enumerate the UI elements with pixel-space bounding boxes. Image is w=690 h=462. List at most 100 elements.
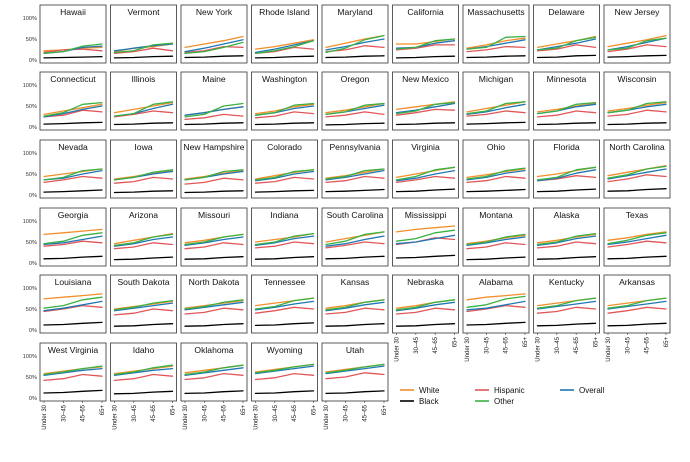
series-line-other	[395, 166, 456, 181]
series-line-white	[43, 103, 103, 116]
series-line-hispanic	[184, 242, 244, 250]
panel-title: North Carolina	[609, 142, 665, 152]
series-line-hispanic	[607, 306, 667, 314]
panel-maine: Maine	[180, 71, 248, 131]
panel-title: Colorado	[267, 142, 302, 152]
panel-title: Massachusetts	[467, 7, 524, 17]
series-line-hispanic	[607, 44, 667, 53]
series-line-black	[395, 254, 456, 259]
panel-massachusetts: Massachusetts	[462, 4, 530, 64]
panel-arkansas: Arkansas	[603, 274, 671, 334]
x-tick-label-45-65: 45–65	[433, 336, 439, 353]
panel-frame	[180, 207, 248, 267]
series-line-overall	[466, 103, 526, 116]
x-tick-label-under-30: Under 30	[113, 404, 119, 429]
series-line-black	[395, 323, 456, 327]
x-tick-label-30-45: 30–45	[555, 336, 561, 353]
panel-title: North Dakota	[189, 277, 240, 287]
series-line-black	[113, 55, 174, 59]
panel-title: Ohio	[487, 142, 505, 152]
panel-frame	[392, 4, 459, 64]
series-line-overall	[466, 169, 526, 181]
series-line-other	[607, 37, 667, 51]
series-line-black	[607, 322, 667, 327]
x-tick-label-65: 65+	[171, 405, 177, 416]
panel-title: Kansas	[341, 277, 370, 287]
panel-title: Alabama	[479, 277, 513, 287]
series-line-other	[113, 233, 174, 247]
x-tick-label-65: 65+	[312, 405, 318, 416]
panel-frame	[462, 207, 530, 267]
series-line-other	[184, 299, 244, 310]
panel-title: Oregon	[341, 74, 370, 84]
series-line-other	[113, 101, 174, 117]
series-line-white	[607, 34, 667, 48]
series-line-other	[254, 297, 315, 310]
series-line-black	[607, 54, 667, 58]
series-line-overall	[254, 365, 315, 375]
series-line-other	[607, 232, 667, 245]
series-line-black	[43, 121, 103, 125]
series-line-other	[395, 229, 456, 242]
y-tick-label-row3-50: 50%	[26, 172, 37, 178]
x-tick-label-30-45: 30–45	[273, 404, 279, 421]
series-line-overall	[536, 235, 597, 247]
series-line-hispanic	[536, 110, 597, 118]
y-tick-label-row1-100: 100%	[23, 16, 37, 22]
series-line-hispanic	[184, 45, 244, 54]
series-line-hispanic	[395, 108, 456, 116]
series-line-black	[325, 55, 385, 59]
y-tick-label-row1-50: 50%	[26, 37, 37, 43]
panel-title: Utah	[346, 345, 364, 355]
series-line-hispanic	[254, 111, 315, 119]
panel-indiana: Indiana	[251, 207, 318, 267]
series-line-black	[254, 55, 315, 59]
panel-title: Tennessee	[264, 277, 306, 287]
series-line-black	[536, 122, 597, 126]
panel-title: Idaho	[133, 345, 155, 355]
series-line-black	[113, 256, 174, 261]
series-line-overall	[325, 301, 385, 312]
series-line-hispanic	[536, 306, 597, 314]
panel-delaware: Delaware	[533, 4, 600, 64]
x-tick-label-65: 65+	[523, 337, 529, 348]
series-line-hispanic	[466, 242, 526, 250]
series-line-overall	[607, 234, 667, 246]
panel-title: Pennsylvania	[329, 142, 380, 152]
series-line-other	[536, 297, 597, 309]
panel-title: Arizona	[129, 210, 158, 220]
series-line-white	[607, 231, 667, 241]
panel-frame	[392, 71, 459, 131]
series-line-hispanic	[254, 372, 315, 381]
x-tick-label-30-45: 30–45	[484, 336, 490, 353]
series-line-hispanic	[113, 308, 174, 316]
panel-north-dakota: North Dakota	[180, 274, 248, 334]
series-line-overall	[254, 40, 315, 54]
series-line-hispanic	[113, 176, 174, 184]
panel-title: Oklahoma	[194, 345, 233, 355]
x-tick-label-30-45: 30–45	[343, 404, 349, 421]
x-tick-label-under-30: Under 30	[606, 336, 612, 361]
x-tick-label-45-65: 45–65	[151, 404, 157, 421]
series-line-other	[607, 101, 667, 114]
series-line-hispanic	[254, 176, 315, 184]
x-tick-label-under-30: Under 30	[42, 404, 48, 429]
series-line-hispanic	[395, 307, 456, 315]
series-line-overall	[113, 236, 174, 247]
series-line-hispanic	[325, 175, 385, 184]
series-line-white	[395, 225, 456, 233]
legend-label-black: Black	[419, 397, 440, 406]
series-line-other	[395, 101, 456, 115]
panel-pennsylvania: Pennsylvania	[321, 139, 389, 199]
panel-frame	[462, 71, 530, 131]
series-line-hispanic	[113, 110, 174, 118]
series-line-other	[466, 167, 526, 180]
series-line-black	[43, 55, 103, 59]
panel-arizona: Arizona	[110, 207, 177, 267]
series-line-black	[325, 122, 385, 126]
panel-utah: Utah	[321, 342, 389, 402]
series-line-black	[325, 188, 385, 193]
series-line-other	[43, 296, 103, 309]
series-line-black	[325, 255, 385, 260]
